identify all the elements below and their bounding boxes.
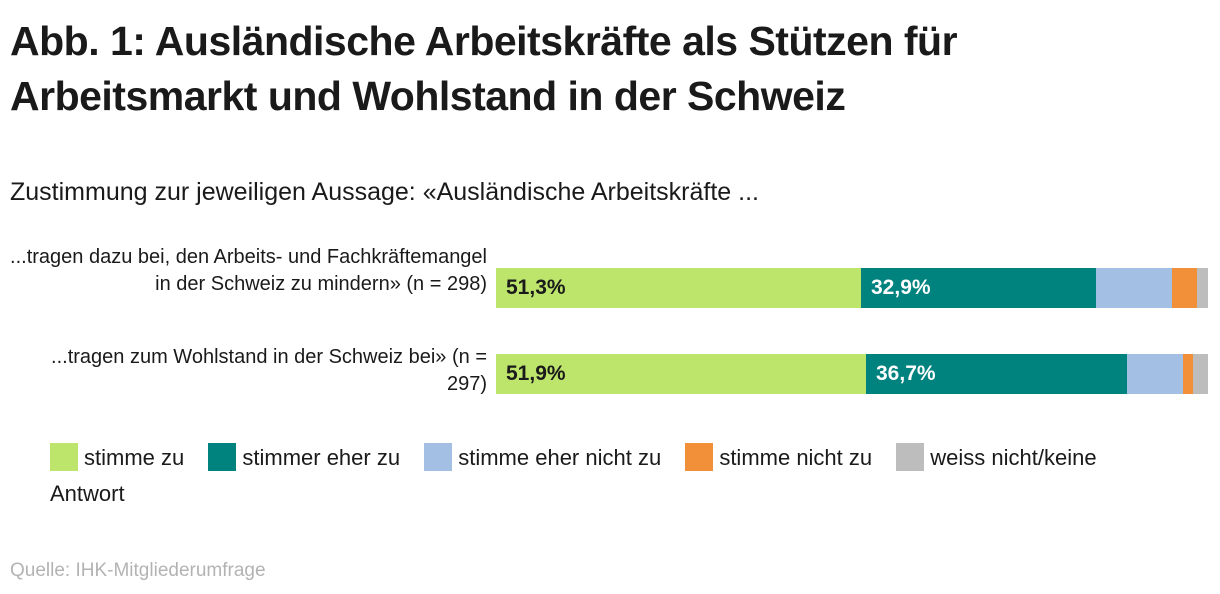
bar-segment: [1172, 268, 1197, 308]
legend-swatch: [424, 443, 453, 471]
legend-label: stimme eher nicht zu: [458, 445, 662, 470]
legend-item-weiss-nicht: weiss nicht/keine Antwort: [50, 443, 1097, 506]
bar-segment: [1193, 354, 1208, 394]
chart-legend: stimme zu stimmer eher zu stimme eher ni…: [50, 440, 1170, 512]
row-label: ...tragen zum Wohlstand in der Schweiz b…: [51, 346, 487, 395]
bar-segment: [496, 268, 861, 308]
bar-segment: [496, 354, 866, 394]
bar-segment: [1127, 354, 1183, 394]
legend-item-eher-nicht-zu: stimme eher nicht zu: [424, 443, 662, 471]
stacked-bar: 51,9% 36,7%: [496, 354, 1208, 394]
legend-swatch: [50, 443, 78, 471]
legend-label: stimme nicht zu: [719, 445, 873, 470]
stacked-bar: 51,3% 32,9%: [496, 268, 1208, 308]
legend-swatch: [208, 443, 237, 471]
bar-segment: [1183, 354, 1193, 394]
data-label: 32,9%: [871, 276, 931, 299]
chart-title: Abb. 1: Ausländische Arbeitskräfte als S…: [10, 18, 958, 119]
data-label: 36,7%: [876, 362, 936, 385]
bar-segment: [1096, 268, 1172, 308]
legend-item-nicht-zu: stimme nicht zu: [685, 443, 873, 471]
bar-segment: [866, 354, 1127, 394]
chart-subtitle: Zustimmung zur jeweiligen Aussage: «Ausl…: [10, 178, 759, 206]
legend-item-eher-zu: stimmer eher zu: [208, 443, 401, 471]
bar-segment: [1197, 268, 1208, 308]
data-label: 51,9%: [506, 362, 566, 385]
data-label: 51,3%: [506, 276, 566, 299]
row-label: ...tragen dazu bei, den Arbeits- und Fac…: [10, 246, 487, 295]
source-note: Quelle: IHK-Mitgliederumfrage: [10, 560, 266, 581]
legend-item-stimme-zu: stimme zu: [50, 443, 185, 471]
legend-swatch: [896, 443, 925, 471]
bar-segment: [861, 268, 1096, 308]
legend-swatch: [685, 443, 714, 471]
legend-label: stimme zu: [84, 445, 185, 470]
legend-label: stimmer eher zu: [242, 445, 401, 470]
legend-label: weiss nicht/keine Antwort: [50, 445, 1097, 506]
